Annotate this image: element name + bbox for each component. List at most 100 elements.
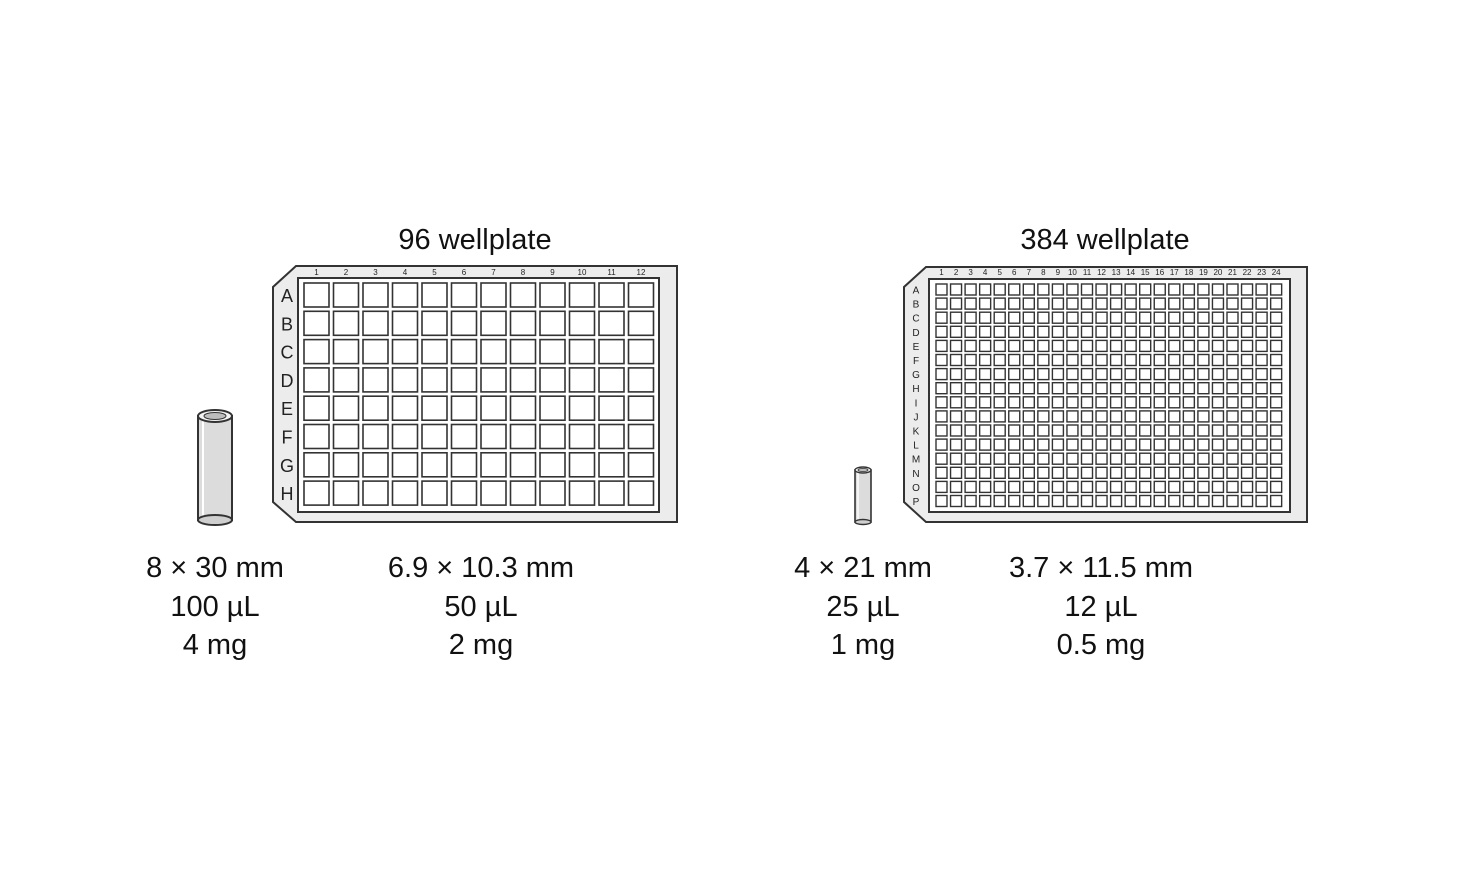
well (1037, 494, 1050, 508)
well (627, 451, 655, 478)
well (949, 480, 963, 494)
well (1182, 339, 1196, 353)
well (1037, 297, 1050, 310)
well (1255, 494, 1268, 508)
well (1080, 438, 1094, 451)
row-label: D (281, 371, 294, 391)
well (1037, 424, 1050, 437)
well (1037, 325, 1050, 338)
well (332, 480, 360, 506)
tube-8x30-icon (197, 409, 233, 526)
well (949, 466, 963, 479)
well (1037, 382, 1050, 395)
well (964, 311, 977, 324)
well (1153, 494, 1166, 508)
well (598, 480, 625, 506)
well (1226, 410, 1239, 423)
well (935, 339, 948, 353)
well (1066, 382, 1079, 395)
well (1080, 283, 1094, 296)
well (303, 338, 330, 365)
well (332, 423, 360, 450)
well (1182, 283, 1196, 296)
well (935, 480, 948, 494)
well (1269, 353, 1283, 367)
well (1211, 382, 1225, 395)
well (1124, 494, 1137, 508)
well (1211, 480, 1225, 494)
well (1153, 339, 1166, 353)
well (1153, 452, 1166, 465)
well (1153, 297, 1166, 310)
column-label: 19 (1199, 268, 1208, 277)
well (627, 480, 655, 506)
well (1080, 396, 1094, 409)
well (1255, 339, 1268, 353)
well (1008, 410, 1021, 423)
well (978, 283, 992, 296)
well (935, 325, 948, 338)
well (935, 353, 948, 367)
well (421, 423, 448, 450)
well (1240, 410, 1254, 423)
well (509, 423, 537, 450)
well (1051, 466, 1065, 479)
well (598, 395, 625, 422)
row-label: D (912, 328, 919, 339)
well (627, 367, 655, 393)
well (949, 283, 963, 296)
well (1095, 396, 1108, 409)
well (1240, 466, 1254, 479)
well (949, 311, 963, 324)
well (450, 451, 478, 478)
well (1240, 367, 1254, 381)
column-label: 17 (1170, 268, 1179, 277)
column-label: 6 (462, 268, 467, 277)
well (303, 367, 330, 393)
row-label: N (912, 469, 919, 480)
well (1022, 297, 1035, 310)
well (978, 367, 992, 381)
well (978, 297, 992, 310)
well (935, 410, 948, 423)
well (598, 423, 625, 450)
well (1255, 382, 1268, 395)
row-label: B (281, 314, 293, 334)
well (509, 367, 537, 393)
well (1255, 367, 1268, 381)
well (1168, 438, 1181, 451)
well (1008, 466, 1021, 479)
well (1240, 452, 1254, 465)
well (1168, 283, 1181, 296)
well (964, 339, 977, 353)
well (1095, 452, 1108, 465)
well (1109, 480, 1123, 494)
well (1109, 339, 1123, 353)
well (1022, 311, 1035, 324)
well (1197, 494, 1210, 508)
well (1022, 494, 1035, 508)
row-label: G (912, 370, 920, 381)
well (1182, 396, 1196, 409)
well (450, 282, 478, 308)
well (1182, 424, 1196, 437)
well (1095, 480, 1108, 494)
well (480, 310, 507, 337)
well (1182, 297, 1196, 310)
well (509, 395, 537, 422)
well (964, 367, 977, 381)
well (1197, 466, 1210, 479)
well (964, 424, 977, 437)
well (1211, 396, 1225, 409)
well (1226, 424, 1239, 437)
plate-384-group: 384 wellplate 1 2 3 4 5 6 7 8 9 10 11 12 13 14 15 16 17 1… (794, 224, 1308, 661)
well (993, 283, 1006, 296)
well (949, 438, 963, 451)
well (1022, 424, 1035, 437)
well (1008, 424, 1021, 437)
well (1022, 466, 1035, 479)
column-label: 22 (1243, 268, 1252, 277)
well (1240, 311, 1254, 324)
well (1051, 424, 1065, 437)
